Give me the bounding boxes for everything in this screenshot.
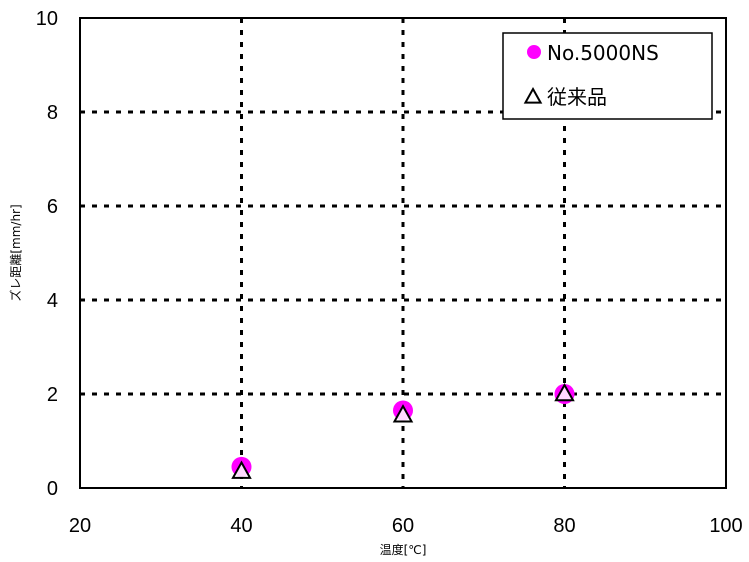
x-tick-label: 20 [69, 515, 91, 537]
y-tick-label: 0 [47, 478, 58, 500]
y-axis-label: ズレ距離[mm/hr] [8, 204, 23, 301]
y-tick-label: 8 [47, 102, 58, 124]
y-tick-label: 2 [47, 384, 58, 406]
data-points [231, 382, 575, 479]
y-tick-label: 4 [47, 290, 58, 312]
legend-marker-no5000ns [527, 45, 541, 59]
legend-label-conventional: 従来品 [547, 85, 607, 109]
x-tick-label: 100 [709, 515, 742, 537]
y-tick-label: 6 [47, 196, 58, 218]
point-triangle [231, 460, 252, 479]
y-axis-ticks: 0 2 4 6 8 10 [36, 8, 58, 500]
legend-marker-conventional [523, 86, 543, 104]
x-tick-label: 60 [392, 515, 414, 537]
point-triangle [392, 404, 414, 423]
x-tick-label: 80 [553, 515, 575, 537]
point-triangle [554, 382, 575, 402]
legend: No.5000NS 従来品 [502, 32, 713, 120]
y-tick-label: 10 [36, 8, 58, 30]
legend-label-no5000ns: No.5000NS [547, 41, 659, 65]
x-tick-label: 40 [230, 515, 252, 537]
x-axis-label: 温度[℃] [380, 542, 427, 557]
x-axis-ticks: 20 40 60 80 100 [69, 515, 743, 537]
plot-area [79, 17, 727, 489]
